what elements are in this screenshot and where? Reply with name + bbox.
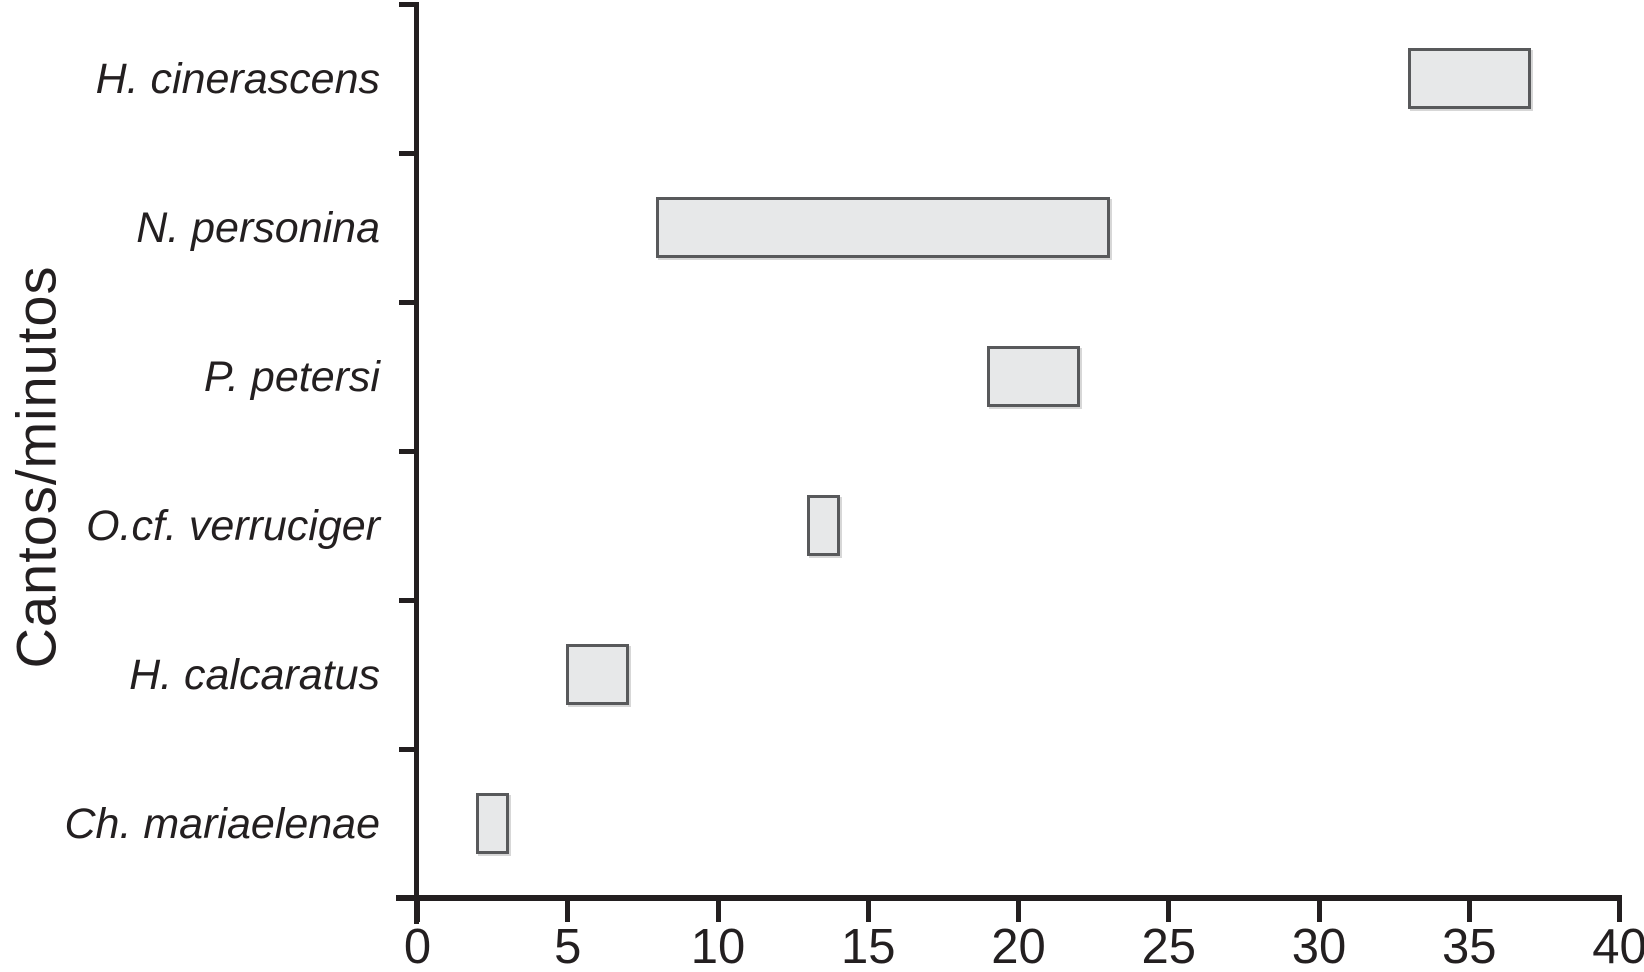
- x-tick-label-20: 20: [991, 920, 1046, 972]
- y-axis-tick: [399, 597, 419, 603]
- range-bar-o-cf-verruciger: [806, 495, 840, 556]
- x-axis-tick: [1166, 895, 1172, 922]
- x-axis-tick: [715, 895, 721, 922]
- x-axis-tick: [565, 895, 571, 922]
- y-axis-tick: [399, 299, 419, 305]
- x-axis-tick: [1617, 895, 1622, 922]
- category-label-p-petersi: P. petersi: [203, 352, 380, 401]
- x-axis-tick: [1316, 895, 1322, 922]
- x-tick-label-0: 0: [403, 920, 432, 972]
- category-label-h-cinerascens: H. cinerascens: [95, 54, 380, 103]
- x-tick-label-35: 35: [1441, 920, 1497, 972]
- y-axis-tick: [399, 746, 419, 752]
- range-bar-p-petersi: [986, 346, 1081, 407]
- x-axis-tick: [1466, 895, 1472, 922]
- range-bar-n-personina: [656, 197, 1111, 258]
- category-label-h-calcaratus: H. calcaratus: [129, 650, 380, 699]
- y-axis-line: [414, 2, 419, 924]
- x-tick-label-30: 30: [1291, 920, 1347, 972]
- category-label-o-cf-verruciger: O.cf. verruciger: [86, 501, 380, 550]
- x-tick-label-10: 10: [690, 920, 746, 972]
- range-bar-h-calcaratus: [566, 644, 630, 705]
- category-label-ch-mariaelenae: Ch. mariaelenae: [64, 799, 380, 848]
- x-axis-tick: [1016, 895, 1021, 922]
- x-axis-line: [396, 895, 1622, 901]
- y-axis-title: Cantos/minutos: [4, 265, 68, 669]
- x-tick-label-25: 25: [1141, 920, 1196, 972]
- x-tick-label-40: 40: [1592, 920, 1644, 972]
- y-axis-tick: [399, 2, 419, 7]
- x-tick-label-5: 5: [554, 920, 582, 972]
- category-label-n-personina: N. personina: [136, 203, 380, 252]
- y-axis-tick: [399, 448, 419, 454]
- x-tick-label-15: 15: [840, 920, 896, 972]
- y-axis-tick: [399, 150, 419, 156]
- range-bar-ch-mariaelenae: [476, 793, 510, 854]
- x-axis-tick: [415, 895, 420, 922]
- x-axis-tick: [865, 895, 871, 922]
- range-bar-h-cinerascens: [1407, 48, 1531, 109]
